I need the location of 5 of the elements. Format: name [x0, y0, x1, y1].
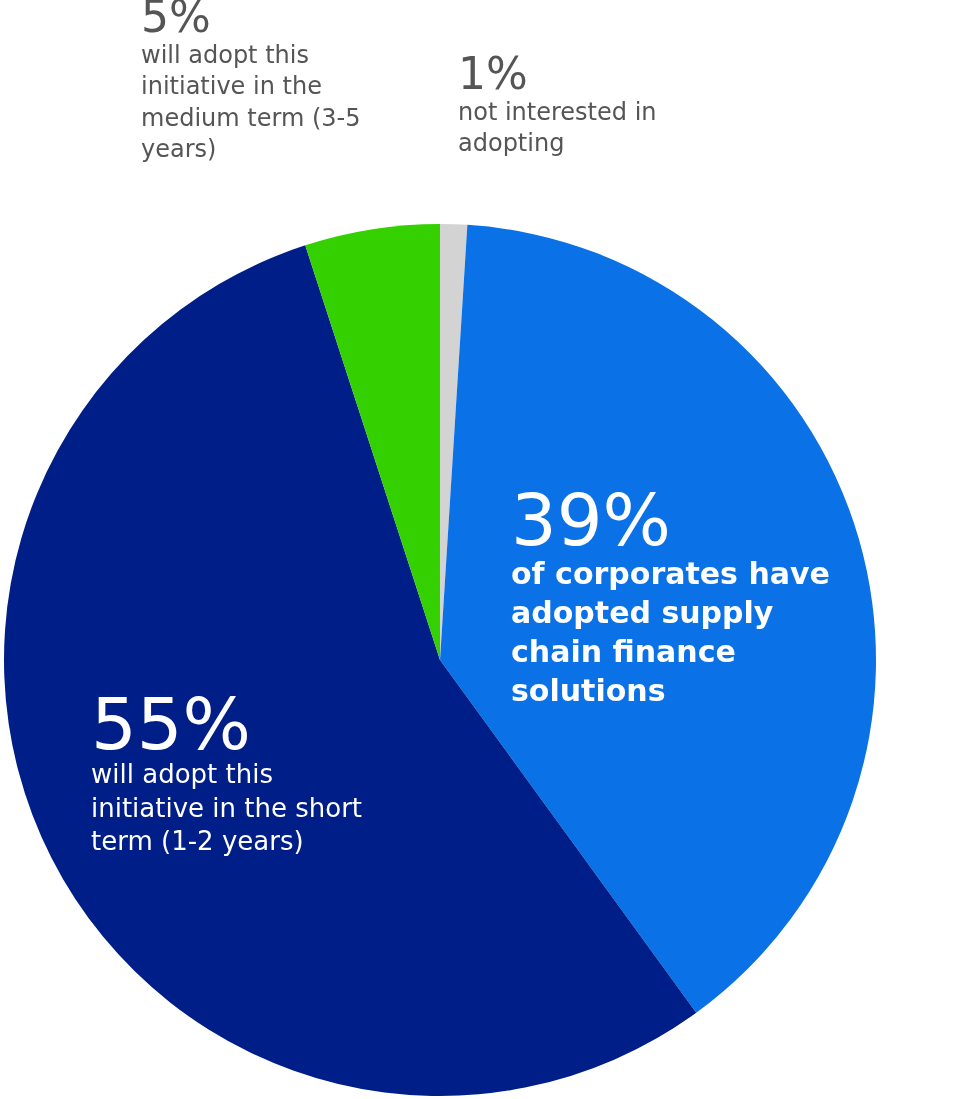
slice-label: will adopt this initiative in the medium term (3-5 years) [141, 41, 361, 163]
data-label: 1% [458, 48, 528, 99]
slice-label: not interested in adopting [458, 98, 657, 158]
pie-slice [440, 224, 876, 1013]
pie-slice [305, 224, 440, 660]
